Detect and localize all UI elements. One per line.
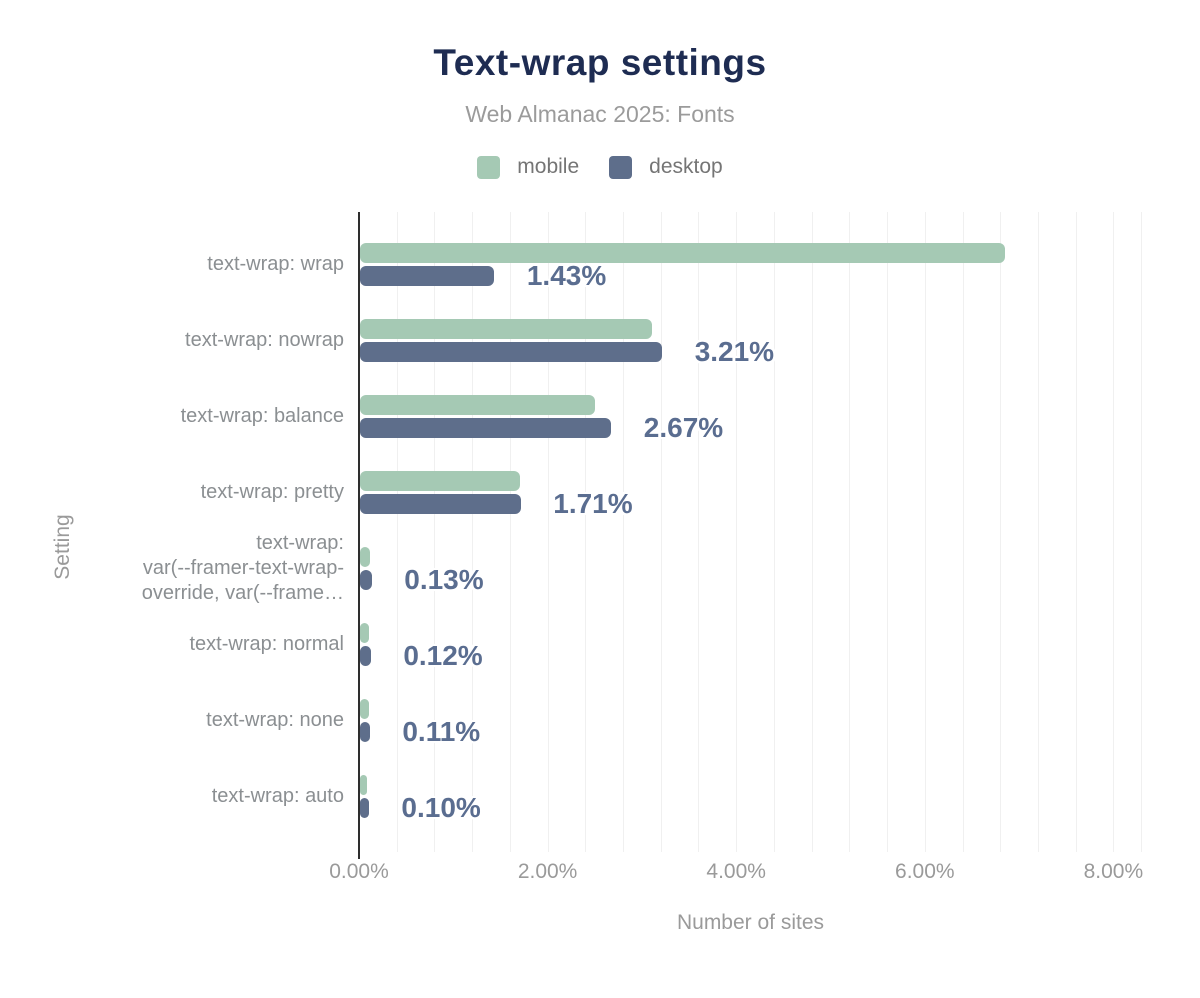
category-label-line: text-wrap: auto [211, 784, 344, 807]
bar-mobile[interactable] [359, 242, 1006, 263]
gridline [623, 212, 624, 852]
y-axis-line [357, 212, 360, 859]
plot-area: 1.43% 3.21% 2.67% 1.71% 0.13% 0.12% 0.11% 0.10% [357, 212, 1142, 859]
gridline [397, 212, 398, 852]
category-label: text-wrap: nowrap [55, 300, 344, 380]
value-label: 0.13% [404, 563, 484, 595]
category-label-line: var(--framer-text-wrap- [142, 556, 344, 579]
gridline [887, 212, 888, 852]
bar-desktop[interactable] [359, 493, 521, 514]
value-label: 0.12% [403, 639, 483, 671]
bar-mobile[interactable] [359, 546, 370, 567]
x-axis-title: Number of sites [676, 911, 825, 934]
legend-swatch-mobile [477, 155, 501, 179]
bar-mobile[interactable] [359, 774, 368, 795]
category-label: text-wrap: pretty [55, 452, 344, 532]
category-label-line: override, var(--frame… [141, 581, 344, 604]
x-tick-label: 2.00% [517, 860, 578, 883]
x-tick-label: 6.00% [895, 860, 955, 883]
gridline [1113, 212, 1114, 852]
chart-subtitle: Web Almanac 2025: Fonts [465, 101, 735, 127]
bar-desktop[interactable] [359, 417, 612, 438]
value-label: 2.67% [643, 411, 724, 443]
bar-mobile[interactable] [359, 394, 596, 415]
gridline [585, 212, 586, 852]
plot-right-border [1141, 212, 1142, 852]
legend-label: desktop [649, 155, 723, 178]
category-label: text-wrap: auto [55, 756, 344, 836]
gridline [1000, 212, 1001, 852]
category-label-line: text-wrap: pretty [200, 480, 344, 503]
gridline [510, 212, 511, 852]
gridline [774, 212, 775, 852]
gridline [661, 212, 662, 852]
gridline [812, 212, 813, 852]
legend-label: mobile [517, 155, 580, 178]
category-label-line: text-wrap: [256, 531, 344, 554]
category-label: text-wrap: normal [55, 604, 345, 684]
x-tick-label: 0.00% [329, 860, 389, 883]
category-label: text-wrap: wrap [55, 224, 344, 304]
bar-mobile[interactable] [359, 698, 369, 719]
gridline [472, 212, 473, 852]
category-label: text-wrap: none [55, 680, 344, 760]
category-label: text-wrap: balance [55, 376, 344, 456]
gridline [1076, 212, 1077, 852]
bar-mobile[interactable] [359, 318, 652, 339]
value-label: 1.71% [553, 487, 633, 519]
gridline [434, 212, 435, 852]
gridline [548, 212, 549, 852]
category-label-line: text-wrap: none [206, 708, 344, 731]
value-label: 0.11% [402, 715, 481, 747]
legend-swatch-desktop [609, 155, 633, 179]
gridline [849, 212, 850, 852]
gridline [736, 212, 737, 852]
value-label: 0.10% [401, 791, 481, 823]
category-label-line: text-wrap: balance [180, 404, 344, 427]
gridline [963, 212, 964, 852]
x-tick-label: 8.00% [1083, 860, 1144, 883]
legend-item-desktop[interactable]: desktop [609, 155, 723, 179]
category-label-line: text-wrap: wrap [207, 252, 344, 275]
gridline [1038, 212, 1039, 852]
value-label: 1.43% [526, 259, 607, 291]
bar-mobile[interactable] [359, 622, 369, 643]
bar-desktop[interactable] [359, 721, 370, 742]
bar-desktop[interactable] [359, 265, 495, 286]
category-label-line: text-wrap: nowrap [185, 328, 344, 351]
bar-desktop[interactable] [359, 341, 663, 362]
legend-item-mobile[interactable]: mobile [477, 155, 579, 179]
bar-mobile[interactable] [359, 470, 520, 491]
legend: mobile desktop [0, 155, 1200, 179]
gridline [698, 212, 699, 852]
x-tick-label: 4.00% [706, 860, 766, 883]
category-label-line: text-wrap: normal [189, 632, 345, 655]
gridline [925, 212, 926, 852]
chart-title: Text-wrap settings [433, 42, 767, 83]
bar-desktop[interactable] [359, 569, 372, 590]
value-label: 3.21% [694, 335, 775, 367]
bar-desktop[interactable] [359, 645, 371, 666]
bar-desktop[interactable] [359, 797, 369, 818]
category-label: text-wrap: var(--framer-text-wrap-overrid… [55, 528, 344, 608]
y-axis-title: Setting [51, 514, 74, 580]
